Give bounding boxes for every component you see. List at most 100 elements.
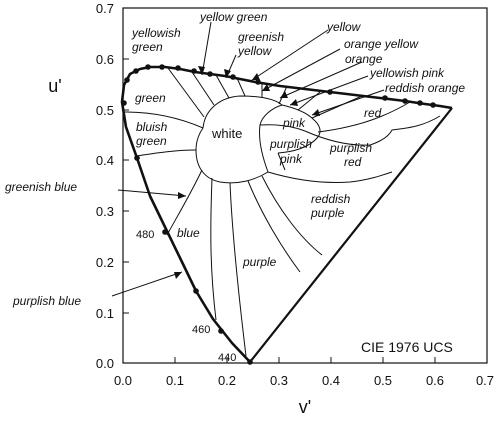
arrowhead (198, 66, 205, 75)
region-label-reddish-orange: reddish orange (385, 81, 465, 95)
arrowhead (280, 91, 288, 98)
leader-arrows (111, 21, 385, 297)
locus-marker (124, 77, 130, 83)
x-tick-label: 0.0 (114, 373, 132, 388)
arrowhead (290, 99, 298, 106)
arrowhead (224, 69, 231, 78)
locus-marker (121, 100, 127, 106)
region-label-bluish-green: green (136, 134, 167, 148)
locus-marker (175, 65, 181, 71)
region-label-purplish-red: red (344, 155, 362, 169)
region-label-pink: pink (282, 116, 306, 130)
x-tick-marks (122, 357, 488, 363)
x-tick-label: 0.5 (374, 373, 392, 388)
region-label-yellowish-green: yellowish (131, 26, 181, 40)
region-label-yellow-green: yellow green (199, 10, 268, 24)
locus-marker (417, 100, 423, 106)
purple-line (249, 107, 453, 363)
region-boundary (124, 111, 204, 129)
leader-arrow (279, 61, 363, 99)
region-label-yellow: yellow (326, 20, 362, 34)
region-boundary (247, 180, 301, 273)
region-label-purple: purple (242, 255, 277, 269)
locus-marker (402, 98, 408, 104)
region-boundary (267, 171, 393, 183)
locus-marker (162, 229, 168, 235)
region-label-orange: orange (345, 52, 383, 66)
region-label-red: red (364, 106, 382, 120)
y-tick-marks (123, 7, 129, 364)
region-boundaries (124, 67, 441, 357)
x-tick-label: 0.4 (322, 373, 340, 388)
locus-marker (133, 68, 139, 74)
x-tick-labels: 0.0 0.1 0.2 0.3 0.4 0.5 0.6 0.7 (114, 373, 494, 388)
locus-marker (134, 155, 140, 161)
region-boundary (191, 71, 215, 106)
x-axis-label: v' (299, 397, 311, 417)
leader-arrow (201, 21, 212, 76)
locus-marker (430, 102, 436, 108)
locus-marker (218, 328, 224, 334)
arrowhead (178, 192, 186, 199)
y-tick-label: 0.2 (96, 255, 114, 270)
y-tick-label: 0.7 (96, 1, 114, 16)
locus-markers (121, 64, 436, 365)
locus-marker (145, 64, 151, 70)
y-tick-labels: 0.7 0.6 0.5 0.4 0.3 0.2 0.1 0.0 (96, 1, 114, 371)
locus-marker (247, 359, 253, 365)
y-tick-label: 0.1 (96, 306, 114, 321)
locus-marker (159, 64, 165, 70)
arrowhead (174, 272, 182, 279)
locus-marker (230, 74, 236, 80)
region-boundary (135, 149, 197, 157)
region-boundary (236, 77, 246, 97)
region-label-green: green (135, 91, 166, 105)
white-region-boundary (195, 95, 284, 184)
wavelength-label: 480 (136, 229, 154, 241)
region-label-purplish-red: purplish (329, 141, 372, 155)
region-label-purplish-pink: pink (279, 152, 303, 166)
leader-arrow (261, 48, 341, 92)
x-tick-label: 0.6 (426, 373, 444, 388)
region-label-greenish-yellow: greenish (238, 30, 284, 44)
inner-boundary (259, 124, 306, 132)
y-tick-label: 0.4 (96, 153, 114, 168)
x-tick-label: 0.2 (218, 373, 236, 388)
region-label-greenish-blue: greenish blue (5, 180, 77, 194)
region-boundary (166, 169, 203, 236)
y-tick-label: 0.3 (96, 204, 114, 219)
region-label-purplish-pink: purplish (269, 137, 312, 151)
leader-arrow (311, 89, 385, 116)
y-axis-label: u' (48, 76, 61, 96)
leader-arrow (111, 271, 183, 297)
region-label-greenish-yellow: yellow (237, 44, 273, 58)
spectral-locus (120, 65, 453, 363)
region-label-yellowish-pink: yellowish pink (369, 66, 445, 80)
region-boundary (229, 182, 247, 357)
x-tick-label: 0.3 (270, 373, 288, 388)
region-boundary (210, 177, 217, 321)
arrowhead (262, 84, 270, 91)
wavelength-label: 440 (218, 352, 236, 364)
region-label-reddish-purple: purple (310, 206, 345, 220)
wavelength-label: 460 (192, 324, 210, 336)
region-label-white: white (211, 126, 242, 141)
x-tick-label: 0.7 (476, 373, 494, 388)
x-tick-label: 0.1 (166, 373, 184, 388)
region-boundary (167, 67, 205, 118)
leader-arrow (251, 29, 329, 81)
y-tick-label: 0.0 (96, 356, 114, 371)
arrowhead (252, 73, 260, 80)
region-label-blue: blue (177, 226, 200, 240)
region-boundary (215, 74, 230, 99)
inner-boundary (277, 104, 321, 154)
leader-arrow (289, 75, 369, 106)
region-boundary (277, 152, 286, 171)
diagram-title: CIE 1976 UCS (361, 339, 453, 355)
region-label-reddish-purple: reddish (311, 192, 351, 206)
locus-marker (207, 71, 213, 77)
locus-marker (255, 79, 261, 85)
region-label-bluish-green: bluish (136, 120, 168, 134)
region-boundary (304, 115, 441, 146)
